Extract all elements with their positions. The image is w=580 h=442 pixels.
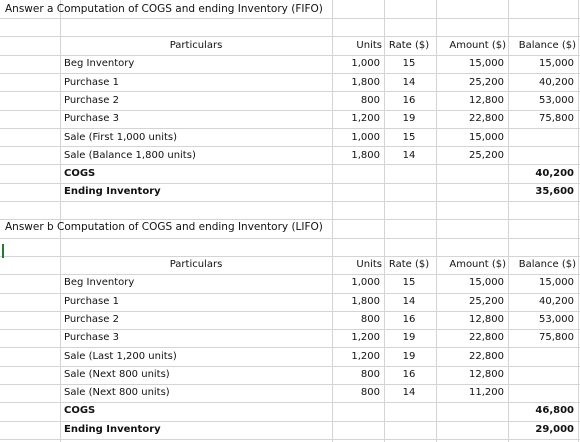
row-balance: 15,000 [539,277,574,289]
row-rate: 16 [402,313,416,325]
ending-inventory-label: Ending Inventory [64,423,161,435]
row-balance: 75,800 [539,113,574,125]
row-units: 1,800 [351,295,380,307]
row-units: 800 [360,94,380,106]
row-rate: 15 [402,58,416,70]
row-label: Sale (Next 800 units) [64,368,170,380]
section-b-title: Answer b Computation of COGS and ending … [5,221,323,233]
section-a-title: Answer a Computation of COGS and ending … [5,3,323,15]
row-rate: 16 [402,94,416,106]
row-rate: 14 [402,76,416,88]
header-rate: Rate ($) [388,259,430,270]
cogs-value: 46,800 [535,405,574,417]
row-units: 800 [360,387,380,399]
row-units: 1,200 [351,113,380,125]
row-units: 1,000 [351,58,380,70]
cogs-label: COGS [64,405,96,417]
row-units: 1,200 [351,332,380,344]
row-label: Purchase 1 [64,295,119,307]
row-balance: 15,000 [539,58,574,70]
row-amount: 15,000 [469,58,504,70]
row-units: 1,000 [351,277,380,289]
cogs-label: COGS [64,168,96,180]
row-amount: 11,200 [469,387,504,399]
row-rate: 15 [402,277,416,289]
row-rate: 14 [402,387,416,399]
row-label: Beg Inventory [64,58,135,70]
row-label: Sale (First 1,000 units) [64,131,178,143]
row-amount: 12,800 [469,313,504,325]
row-label: Purchase 2 [64,94,119,106]
ending-inventory-label: Ending Inventory [64,186,161,198]
row-label: Sale (Last 1,200 units) [64,350,177,362]
header-amount: Amount ($) [449,259,506,270]
header-units: Units [356,40,382,51]
row-amount: 22,800 [469,113,504,125]
row-amount: 25,200 [469,76,504,88]
row-balance: 75,800 [539,332,574,344]
row-balance: 40,200 [539,295,574,307]
row-units: 1,200 [351,350,380,362]
row-rate: 19 [402,113,416,125]
ending-inventory-value: 35,600 [535,186,574,198]
row-units: 1,800 [351,149,380,161]
cogs-value: 40,200 [535,168,574,180]
row-rate: 19 [402,350,416,362]
header-units: Units [356,259,382,270]
row-units: 800 [360,368,380,380]
cell-cursor [2,244,4,258]
row-label: Purchase 1 [64,76,119,88]
header-rate: Rate ($) [388,40,430,51]
header-particulars: Particulars [169,40,223,51]
header-particulars: Particulars [169,259,223,270]
row-units: 800 [360,313,380,325]
row-balance: 53,000 [539,94,574,106]
row-amount: 15,000 [469,131,504,143]
row-rate: 14 [402,149,416,161]
row-rate: 14 [402,295,416,307]
ending-inventory-value: 29,000 [535,423,574,435]
row-amount: 12,800 [469,368,504,380]
row-amount: 22,800 [469,332,504,344]
row-balance: 53,000 [539,313,574,325]
row-label: Sale (Next 800 units) [64,387,170,399]
row-label: Purchase 3 [64,332,119,344]
row-label: Purchase 3 [64,113,119,125]
header-amount: Amount ($) [449,40,506,51]
row-rate: 16 [402,368,416,380]
row-amount: 12,800 [469,94,504,106]
row-units: 1,800 [351,76,380,88]
row-label: Beg Inventory [64,277,135,289]
row-amount: 22,800 [469,350,504,362]
row-rate: 15 [402,131,416,143]
header-balance: Balance ($) [518,259,576,270]
row-units: 1,000 [351,131,380,143]
row-balance: 40,200 [539,76,574,88]
header-balance: Balance ($) [518,40,576,51]
row-amount: 25,200 [469,295,504,307]
row-amount: 25,200 [469,149,504,161]
row-amount: 15,000 [469,277,504,289]
row-label: Purchase 2 [64,313,119,325]
row-rate: 19 [402,332,416,344]
row-label: Sale (Balance 1,800 units) [64,149,196,161]
